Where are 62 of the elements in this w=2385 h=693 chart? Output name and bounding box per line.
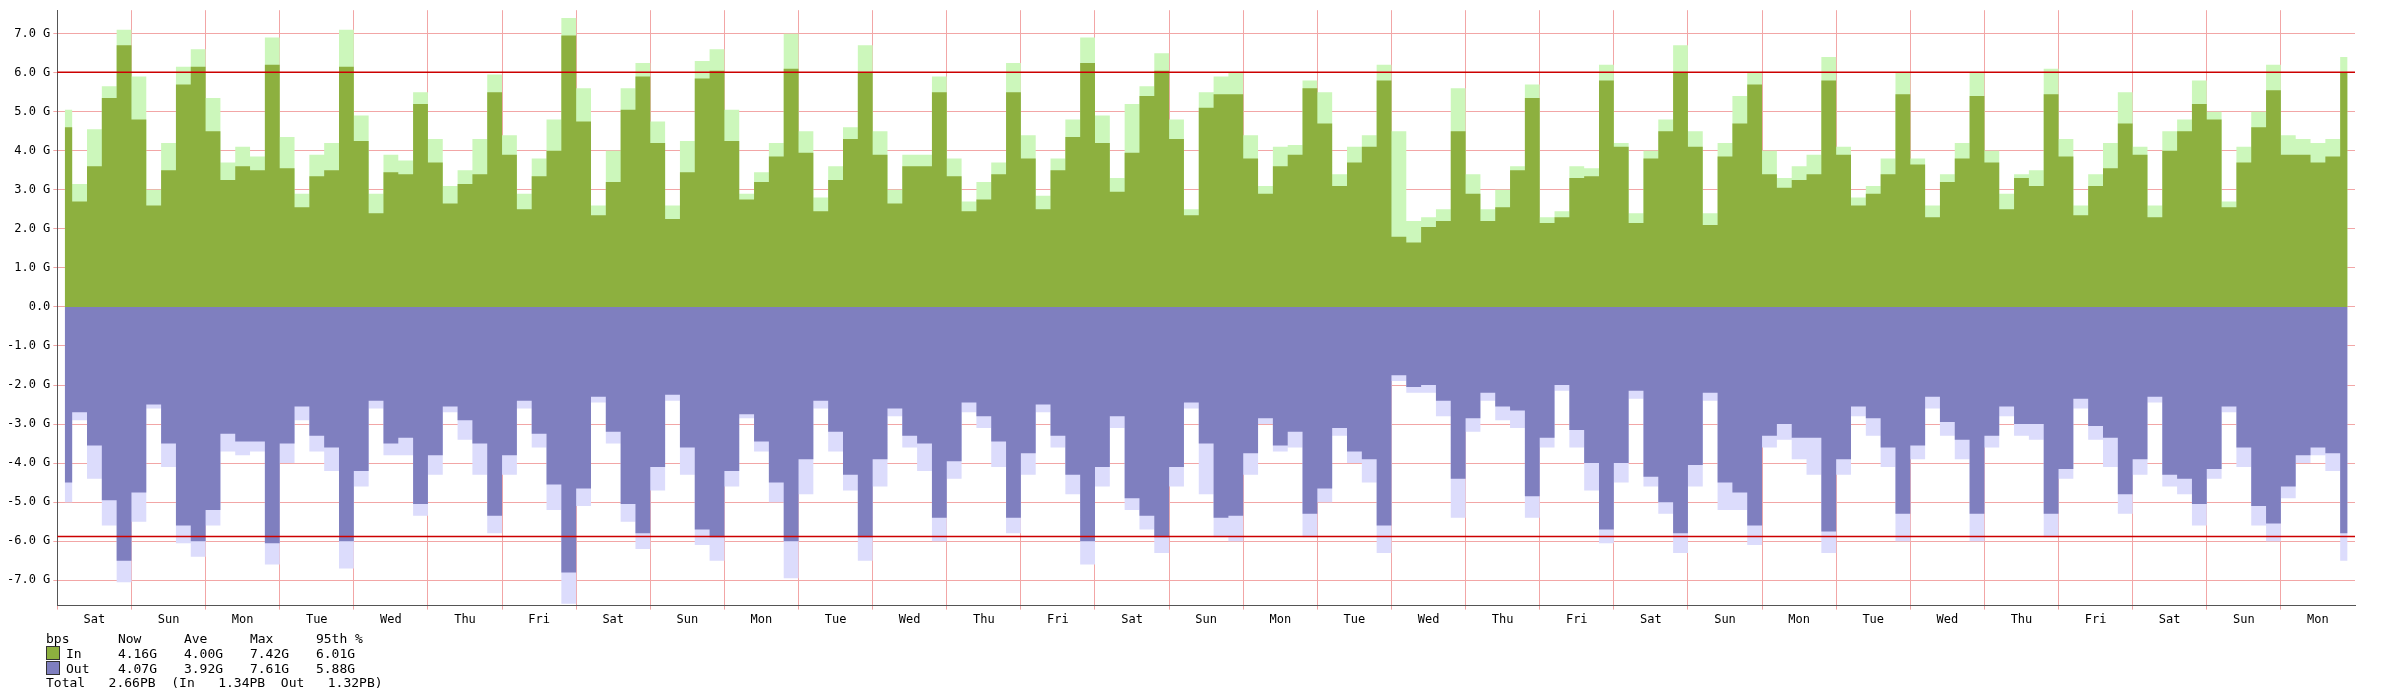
y-tick-label: 1.0 G <box>14 260 51 275</box>
y-tick-label: -3.0 G <box>6 416 51 431</box>
x-tick-label: Tue <box>824 611 847 626</box>
text: Total 2.66PB (In 1.34PB Out 1.32PB) <box>46 675 384 690</box>
x-tick-label: Sat <box>602 611 625 626</box>
x-tick-label: Mon <box>1269 611 1292 626</box>
x-tick-label: Sun <box>1714 611 1736 626</box>
y-tick-label: -4.0 G <box>6 455 51 470</box>
x-tick-label: Wed <box>380 611 402 626</box>
x-tick-label: Thu <box>972 611 995 626</box>
y-tick-label: 0.0 <box>28 299 51 314</box>
text: 4.07G <box>117 660 158 676</box>
y-tick-label: 5.0 G <box>14 103 51 118</box>
x-tick-label: Thu <box>2010 611 2033 626</box>
y-tick-label: -6.0 G <box>6 533 51 548</box>
text: 4.00G <box>183 645 225 661</box>
x-tick-label: Wed <box>1417 611 1440 626</box>
legend-label: In <box>65 646 83 661</box>
text: Ave <box>183 631 209 646</box>
y-tick-label: 6.0 G <box>14 64 51 79</box>
x-tick-label: Mon <box>750 611 773 626</box>
text: bps <box>46 631 71 646</box>
text: 4.16G <box>117 645 158 661</box>
x-tick-label: Sat <box>83 611 106 626</box>
x-tick-label: Wed <box>898 611 921 626</box>
y-tick-label: -2.0 G <box>6 377 51 392</box>
x-tick-label: Fri <box>528 611 550 626</box>
y-tick-label: 7.0 G <box>14 25 51 40</box>
x-tick-label: Thu <box>454 611 476 626</box>
y-tick-label: 3.0 G <box>14 181 51 196</box>
x-tick-label: Sun <box>2232 611 2255 626</box>
y-tick-label: 2.0 G <box>14 220 51 235</box>
text: Max <box>249 631 275 646</box>
x-tick-label: Fri <box>2084 611 2107 626</box>
x-tick-label: Tue <box>305 611 328 626</box>
y-tick-label: -1.0 G <box>6 338 51 353</box>
y-tick-label: 4.0 G <box>14 142 51 157</box>
x-tick-label: Fri <box>1047 611 1069 626</box>
text: Now <box>117 631 143 646</box>
x-tick-label: Tue <box>1343 611 1366 626</box>
text: 5.88G <box>315 660 357 676</box>
x-tick-label: Thu <box>1491 611 1514 626</box>
x-tick-label: Tue <box>1862 611 1885 626</box>
x-tick-label: Sat <box>1121 611 1143 626</box>
x-tick-label: Mon <box>1788 611 1810 626</box>
text: 95th % <box>315 631 364 646</box>
text: 3.92G <box>183 660 225 676</box>
text: 6.01G <box>315 645 357 661</box>
x-tick-label: Mon <box>231 611 254 626</box>
y-tick-label: -5.0 G <box>6 494 51 509</box>
text: 7.61G <box>249 660 291 676</box>
x-tick-label: Wed <box>1936 611 1959 626</box>
x-tick-label: Sat <box>1640 611 1662 626</box>
x-tick-label: Sun <box>1195 611 1218 626</box>
x-tick-label: Mon <box>2307 611 2329 626</box>
text: 7.42G <box>249 645 291 661</box>
x-tick-label: Fri <box>1565 611 1588 626</box>
x-tick-label: Sat <box>2158 611 2181 626</box>
legend-label: Out <box>65 661 91 676</box>
x-tick-label: Sun <box>157 611 180 626</box>
x-tick-label: Sun <box>676 611 699 626</box>
y-tick-label: -7.0 G <box>6 572 51 587</box>
